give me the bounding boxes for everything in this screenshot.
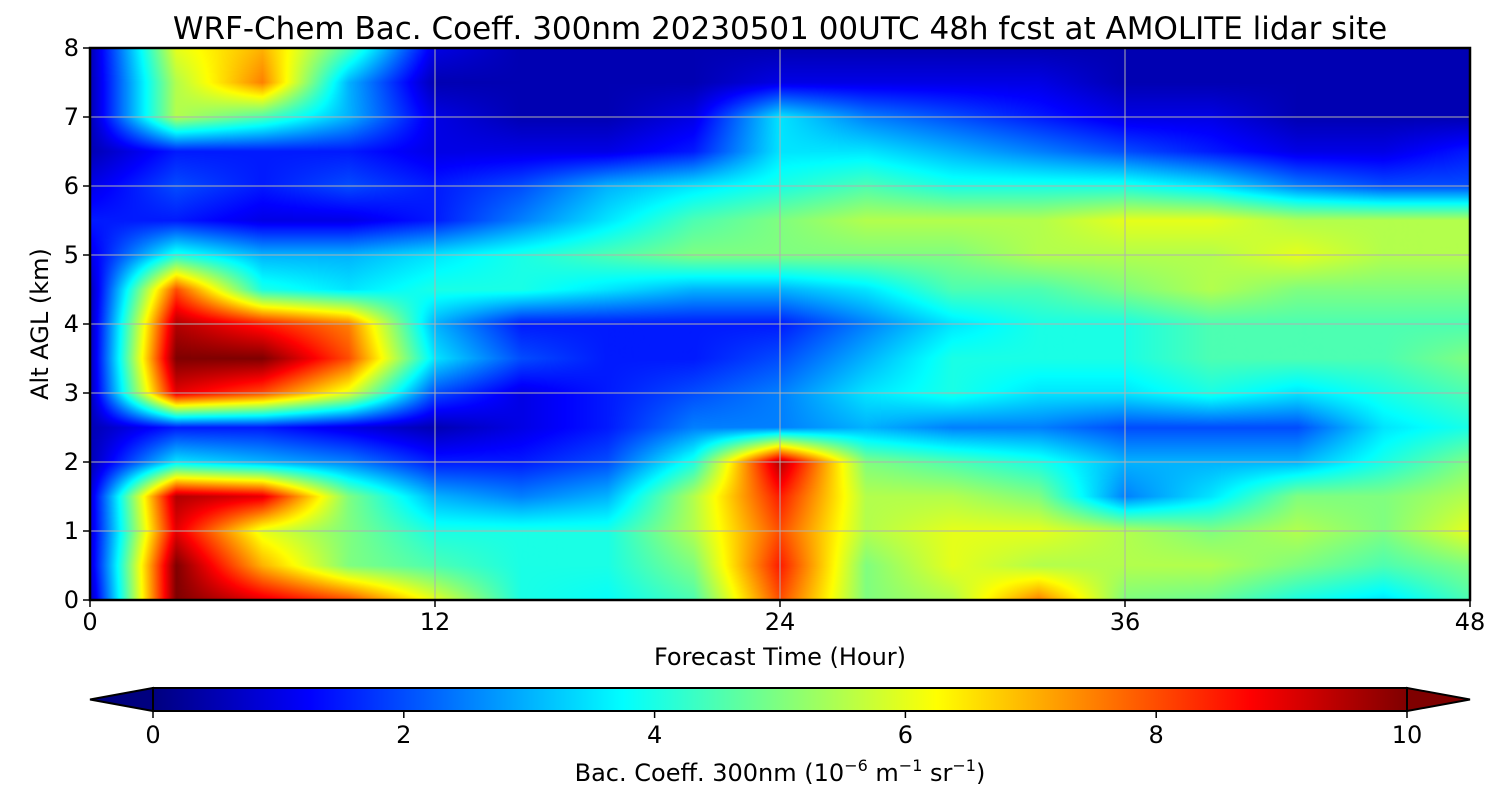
x-tick-label: 0 bbox=[82, 608, 97, 636]
colorbar-tick-label: 4 bbox=[647, 721, 662, 749]
colorbar: 0 2 4 6 8 10 Bac. Coeff. 300nm (10−6 m−1 sr−1… bbox=[89, 686, 1471, 787]
colorbar-extend-high bbox=[1406, 686, 1471, 713]
colorbar-tick-label: 6 bbox=[898, 721, 913, 749]
y-tick-label: 7 bbox=[64, 103, 79, 131]
colorbar-tick-label: 8 bbox=[1149, 721, 1164, 749]
y-axis-label: Alt AGL (km) bbox=[26, 248, 54, 400]
y-tick-label: 1 bbox=[64, 517, 79, 545]
x-axis-ticks: 0 12 24 36 48 bbox=[82, 600, 1485, 636]
colorbar-extend-low bbox=[89, 686, 154, 713]
x-tick-label: 36 bbox=[1110, 608, 1141, 636]
x-tick-label: 24 bbox=[765, 608, 796, 636]
y-tick-label: 8 bbox=[64, 34, 79, 62]
x-axis-label: Forecast Time (Hour) bbox=[654, 643, 906, 671]
x-tick-label: 12 bbox=[420, 608, 451, 636]
grid bbox=[90, 48, 1470, 600]
y-axis-ticks: 0 1 2 3 4 5 6 7 8 bbox=[64, 34, 90, 614]
chart-title: WRF-Chem Bac. Coeff. 300nm 20230501 00UT… bbox=[173, 11, 1387, 47]
colorbar-ticks: 0 2 4 6 8 10 bbox=[145, 711, 1422, 749]
y-tick-label: 5 bbox=[64, 241, 79, 269]
colorbar-tick-label: 0 bbox=[145, 721, 160, 749]
colorbar-tick-label: 2 bbox=[396, 721, 411, 749]
colorbar-label: Bac. Coeff. 300nm (10−6 m−1 sr−1) bbox=[575, 756, 986, 787]
y-tick-label: 3 bbox=[64, 379, 79, 407]
y-tick-label: 2 bbox=[64, 448, 79, 476]
x-tick-label: 48 bbox=[1455, 608, 1486, 636]
colorbar-body bbox=[152, 687, 1408, 712]
y-tick-label: 6 bbox=[64, 172, 79, 200]
y-tick-label: 4 bbox=[64, 310, 79, 338]
colorbar-tick-label: 10 bbox=[1392, 721, 1423, 749]
y-tick-label: 0 bbox=[64, 586, 79, 614]
